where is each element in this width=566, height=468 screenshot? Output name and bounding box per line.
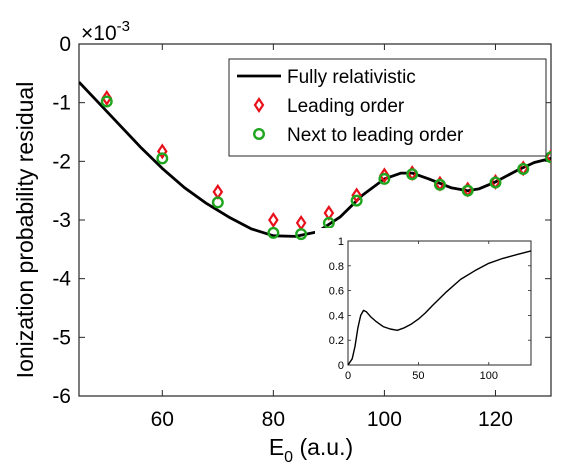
y-tick-label: -2 [52,150,71,173]
x-tick-label: 80 [262,408,285,431]
y-tick-label: -5 [52,326,71,349]
inset-frame [347,240,532,366]
y-tick-label: -1 [52,92,71,115]
next-to-leading-order-point [267,226,280,239]
x-axis-label: E0 (a.u.) [269,434,353,466]
next-to-leading-order-point [517,162,530,175]
inset-x-tick-label: 100 [480,370,498,382]
inset-x-tick-label: 50 [412,370,424,382]
legend-label: Fully relativistic [287,67,416,88]
next-to-leading-order-point [350,194,363,207]
inset-y-tick-label: 0.8 [329,261,344,273]
inset-y-tick-label: 0.6 [329,286,344,298]
next-to-leading-order-point [322,216,335,229]
y-axis-exponent: ×10-3 [81,18,130,45]
next-to-leading-order-point [461,184,474,197]
legend: Fully relativistic Leading order Next to l… [228,58,547,157]
legend-label: Next to leading order [287,125,464,146]
next-to-leading-order-point [406,168,419,181]
series-line-fully-relativistic [79,81,551,238]
legend-box [228,58,547,157]
inset-y-tick-label: 0.2 [329,335,344,347]
next-to-leading-order-point [545,151,551,164]
next-to-leading-order-point [378,172,391,185]
next-to-leading-order-point [211,196,224,209]
next-to-leading-order-point [100,95,113,108]
inset-y-tick-label: 1 [338,236,344,248]
y-tick-label: -6 [52,385,71,408]
x-tick-label: 120 [478,408,513,431]
next-to-leading-order-point [489,176,502,189]
legend-swatch-circle [252,127,265,140]
next-to-leading-order-point [433,178,446,191]
x-tick-label: 60 [151,408,174,431]
inset-chart: 0 0.2 0.4 0.6 0.8 1 0 50 100 [315,228,545,390]
x-tick-label: 100 [367,408,402,431]
legend-label: Leading order [287,96,405,117]
y-tick-label: -3 [52,209,71,232]
inset-y-tick-label: 0 [338,360,344,372]
next-to-leading-order-point [295,228,308,241]
leading-order-point [351,187,362,204]
inset-series-line [347,250,532,366]
leading-order-point [101,89,113,106]
next-to-leading-order-point [156,152,169,165]
leading-order-point [379,167,390,184]
legend-swatch-diamond [253,97,265,113]
y-tick-label: 0 [59,33,71,56]
leading-order-point [545,148,551,165]
leading-order-point [156,143,168,160]
inset-x-tick-label: 0 [345,370,351,382]
inset-y-tick-label: 0.4 [329,310,344,322]
y-axis-label: Ionization probability residual [12,82,38,379]
main-plot-area [79,81,551,241]
leading-order-point [268,212,279,228]
y-tick-label: -4 [52,268,71,291]
